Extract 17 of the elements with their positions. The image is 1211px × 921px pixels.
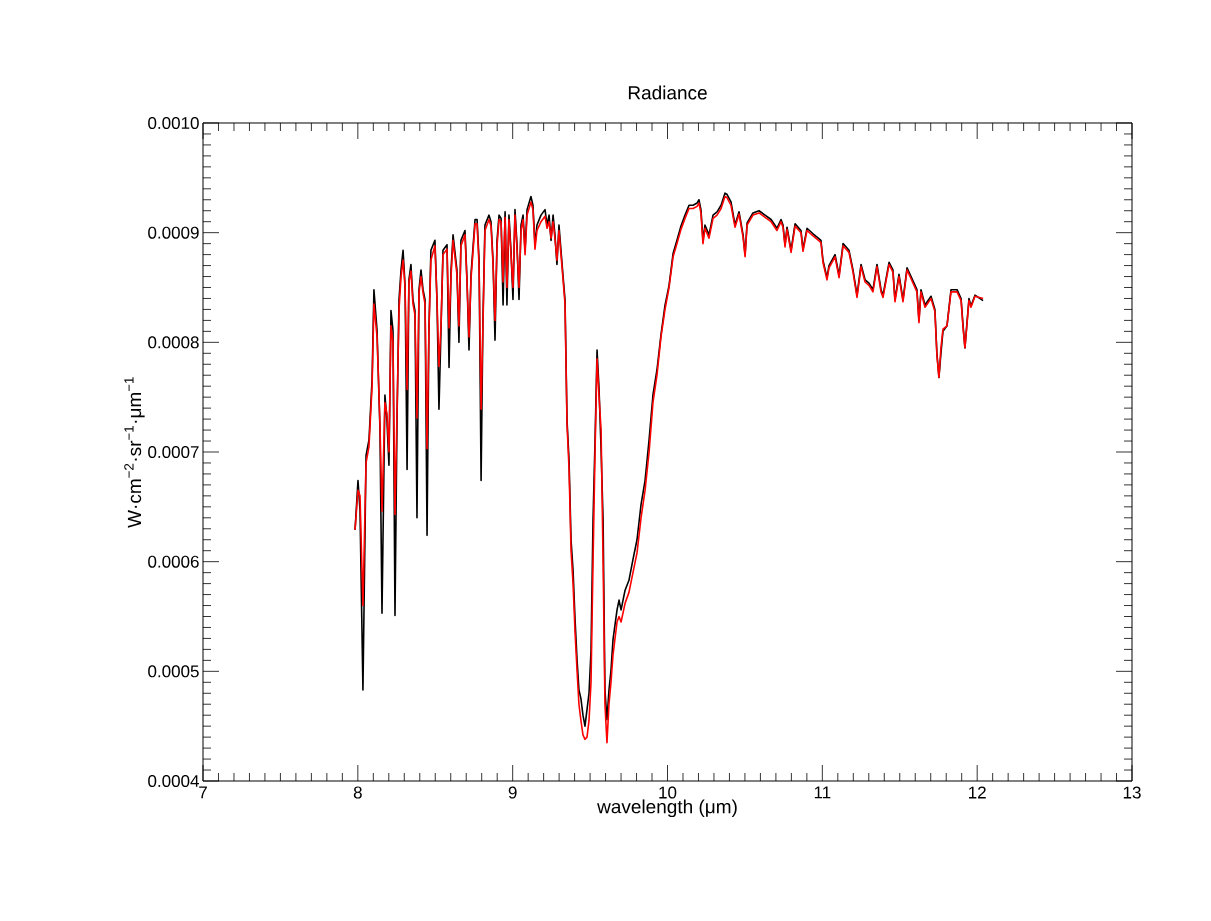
x-tick-label: 10 [659, 786, 677, 799]
y-tick-label: 0.0010 [148, 116, 199, 130]
y-tick-label: 0.0004 [148, 774, 199, 788]
x-tick-label: 9 [508, 786, 517, 799]
y-axis-title: W·cm$^{−2}$·sr$^{−1}$·μm$^{−1}$ [124, 377, 145, 528]
y-tick-label: 0.0009 [148, 226, 199, 239]
x-tick-label: 12 [969, 786, 986, 799]
y-tick-label: 0.0006 [148, 555, 199, 568]
y-tick-label: 0.0008 [148, 336, 199, 349]
chart-title: Radiance [628, 85, 707, 100]
x-tick-label: 11 [814, 786, 831, 799]
x-tick-label: 13 [1123, 786, 1141, 799]
x-axis-title: wavelength (μm) [597, 799, 737, 818]
y-tick-label: 0.0005 [148, 665, 199, 678]
x-tick-label: 8 [353, 786, 362, 799]
y-tick-label: 0.0007 [148, 445, 199, 459]
x-tick-label: 7 [199, 786, 207, 799]
